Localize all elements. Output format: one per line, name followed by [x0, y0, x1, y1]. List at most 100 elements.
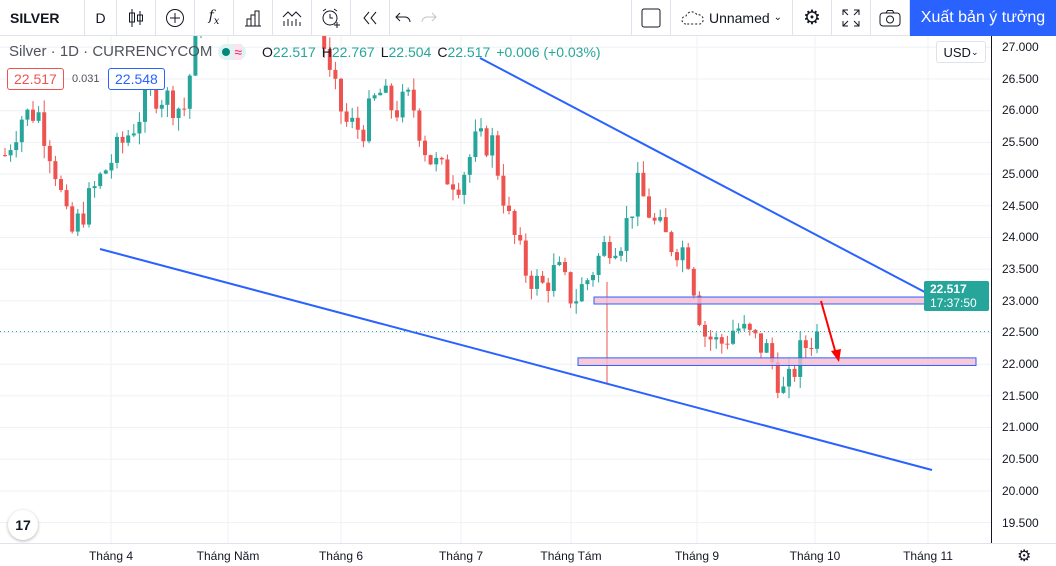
symbol-search[interactable]: SILVER	[0, 0, 85, 36]
fx-icon: fx	[208, 8, 220, 27]
candle-body	[327, 48, 332, 70]
candle-body	[92, 186, 97, 189]
candle-body	[551, 265, 556, 291]
candle-body	[523, 240, 528, 276]
snapshot-button[interactable]	[871, 0, 910, 36]
alert-button[interactable]	[312, 0, 351, 36]
candle-body	[787, 368, 791, 387]
currency-select[interactable]: USD ⌄	[936, 41, 986, 63]
price-axis[interactable]: 27.000 26.500 26.000 25.500 25.000 24.500 24.0…	[991, 36, 1056, 543]
alarm-plus-icon	[322, 8, 340, 28]
forecast-arrow	[820, 300, 837, 355]
sell-price-button[interactable]: 22.517	[7, 68, 64, 90]
candle-body	[719, 337, 724, 344]
candle-body	[439, 157, 444, 160]
candle-body	[714, 337, 719, 340]
candle-body	[131, 133, 136, 136]
candle-body	[372, 95, 377, 99]
time-tick: Tháng Tám	[540, 549, 602, 563]
candle-body	[809, 348, 814, 350]
candle-body	[641, 172, 646, 197]
candle-body	[456, 189, 461, 195]
candle-body	[53, 161, 58, 180]
candle-body	[59, 179, 63, 191]
settings-button[interactable]: ⚙	[793, 0, 832, 36]
chevron-down-icon: ⌄	[773, 12, 783, 23]
candle-body	[187, 75, 192, 109]
candle-body	[165, 90, 170, 105]
candle-body	[42, 112, 47, 146]
layout-name: Unnamed	[708, 9, 770, 26]
time-tick: Tháng 4	[88, 549, 134, 563]
price-chart[interactable]	[0, 36, 991, 543]
compare-button[interactable]	[273, 0, 312, 36]
replay-button[interactable]	[351, 0, 390, 36]
candle-body	[708, 336, 713, 340]
price-tick: 21.000	[1002, 420, 1039, 435]
candle-body	[596, 255, 601, 275]
candle-body	[557, 261, 562, 266]
chart-pane[interactable]: Silver · 1D · CURRENCYCOM ≈ O22.517 H22.…	[0, 36, 991, 543]
gear-icon[interactable]: ⚙	[1017, 548, 1032, 565]
price-tick: 20.500	[1002, 452, 1039, 467]
bar-chart-button[interactable]	[234, 0, 273, 36]
price-tick: 20.000	[1002, 483, 1039, 498]
candle-body	[115, 136, 119, 163]
candle-body	[725, 343, 730, 345]
candle-body	[775, 362, 780, 393]
candle-body	[770, 343, 775, 363]
candle-body	[406, 89, 411, 92]
ohlc-low: L22.504	[380, 43, 432, 60]
candle-body	[691, 268, 696, 296]
interval-button[interactable]: D	[85, 0, 117, 36]
price-tick: 26.500	[1002, 71, 1039, 86]
time-tick: Tháng 7	[438, 549, 484, 563]
fullscreen-button[interactable]	[832, 0, 871, 36]
candle-body	[753, 329, 758, 334]
chart-type-button[interactable]	[117, 0, 156, 36]
candle-body	[395, 110, 399, 118]
price-tick: 25.500	[1002, 135, 1039, 150]
fx-button[interactable]: fx	[195, 0, 234, 36]
time-tick: Tháng 6	[318, 549, 364, 563]
candle-body	[663, 217, 668, 233]
indicators-add-button[interactable]	[156, 0, 195, 36]
publish-idea-button[interactable]: Xuất bản ý tưởng	[910, 0, 1056, 36]
candle-body	[14, 142, 19, 151]
chart-legend: Silver · 1D · CURRENCYCOM ≈ O22.517 H22.…	[9, 43, 601, 60]
candle-body	[159, 104, 164, 109]
layout-button[interactable]	[632, 0, 671, 36]
candle-body	[473, 131, 478, 158]
candle-body	[764, 343, 769, 353]
support-zone	[577, 357, 977, 366]
cloud-icon	[681, 10, 704, 24]
candle-body	[109, 162, 114, 171]
last-price-label: 22.517 17:37:50	[924, 281, 989, 311]
undo-button[interactable]	[390, 0, 416, 36]
tradingview-logo: 17	[8, 510, 38, 540]
candle-body	[535, 275, 539, 289]
buy-price-button[interactable]: 22.548	[108, 68, 165, 90]
candle-body	[602, 241, 607, 256]
candle-body	[143, 88, 147, 122]
candle-body	[400, 91, 405, 118]
candle-body	[87, 188, 91, 225]
candle-body	[507, 205, 511, 211]
candle-body	[630, 216, 635, 219]
lower-trendline	[99, 248, 933, 471]
redo-icon	[421, 12, 437, 22]
time-tick: Tháng 10	[789, 549, 841, 563]
spread-value: 0.031	[72, 73, 100, 85]
support-zone	[593, 296, 950, 305]
candle-body	[703, 324, 707, 337]
ohlc-close: C22.517	[437, 43, 491, 60]
candle-body	[339, 78, 343, 112]
time-axis[interactable]: Tháng 4 Tháng Năm Tháng 6 Tháng 7 Tháng Tám T…	[0, 543, 1056, 565]
layout-name-button[interactable]: Unnamed ⌄	[671, 0, 793, 36]
redo-button[interactable]	[416, 0, 442, 36]
candle-body	[31, 109, 35, 121]
candle-body	[8, 150, 13, 156]
candle-body	[675, 252, 679, 261]
candle-body	[467, 157, 472, 175]
candle-body	[417, 110, 422, 141]
